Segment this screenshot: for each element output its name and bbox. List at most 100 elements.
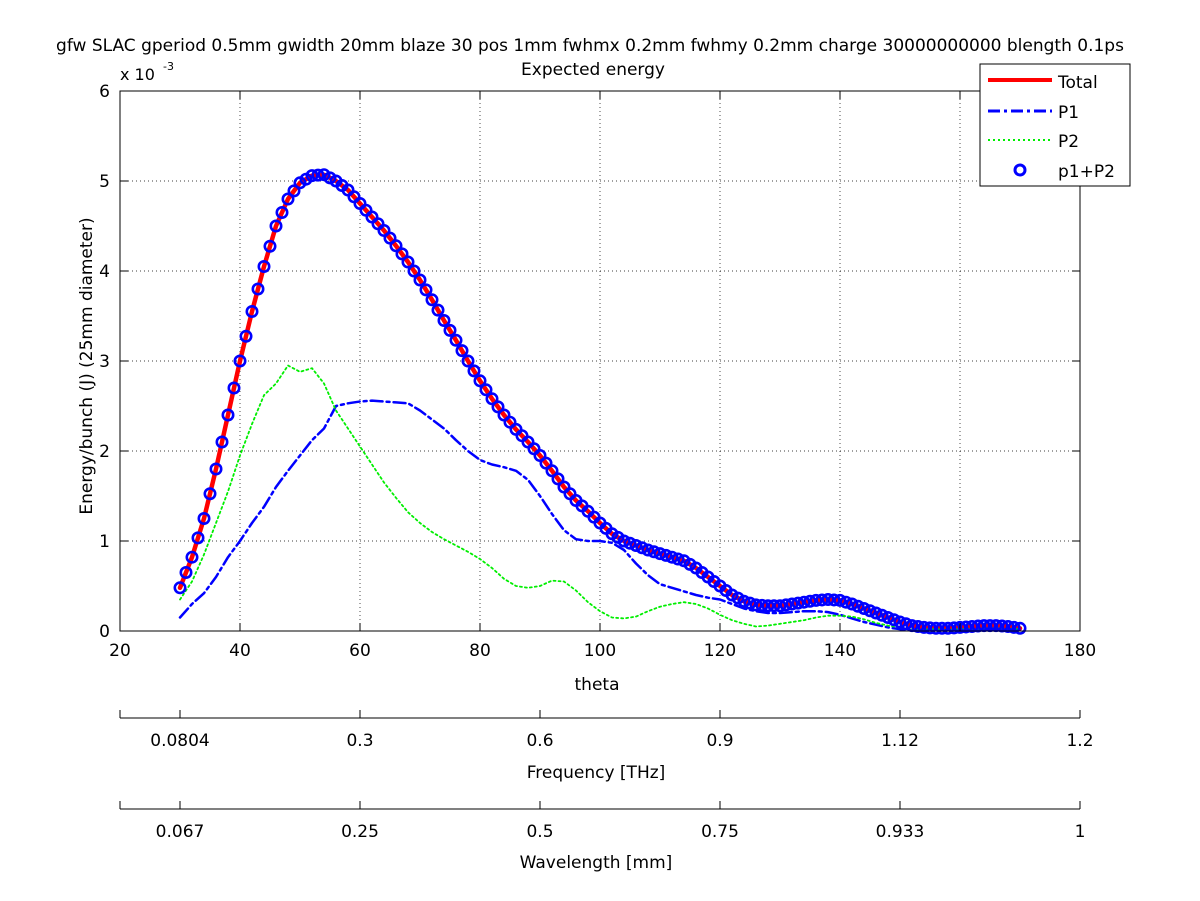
- sum-marker: [437, 313, 451, 327]
- sum-marker: [221, 408, 235, 422]
- sum-marker: [635, 541, 649, 555]
- x-ticks: 20 40 60 80 100 120 140 160 180: [109, 91, 1096, 661]
- sum-marker: [1013, 621, 1027, 635]
- sum-marker: [1007, 620, 1021, 634]
- sum-marker: [899, 617, 913, 631]
- y-exponent-base: x 10: [120, 65, 155, 84]
- sum-marker: [425, 293, 439, 307]
- legend-swatch-sum-marker: [1013, 163, 1027, 177]
- sum-marker: [761, 599, 775, 613]
- sum-marker: [911, 619, 925, 633]
- sum-marker: [239, 329, 253, 343]
- sum-marker: [263, 239, 277, 253]
- secondary-tick-label: 0.0804: [150, 731, 209, 751]
- secondary-axis-frequency: 0.0804 0.3 0.6 0.9 1.12 1.2: [119, 710, 1094, 751]
- legend-label-p2: P2: [1058, 132, 1079, 152]
- secondary-tick-label: 0.5: [526, 822, 553, 842]
- sum-marker: [665, 550, 679, 564]
- chart-title-line1: gfw SLAC gperiod 0.5mm gwidth 20mm blaze…: [56, 36, 1124, 56]
- grid: [120, 91, 1080, 631]
- sum-marker: [959, 620, 973, 634]
- y-axis-label: Energy/bunch (J) (25mm diameter): [77, 217, 97, 514]
- secondary-tick-label: 0.3: [346, 731, 373, 751]
- secondary-tick-label: 1.12: [881, 731, 919, 751]
- sum-marker: [209, 462, 223, 476]
- y-exponent-power: -3: [163, 60, 174, 73]
- sum-marker: [491, 400, 505, 414]
- legend-label-p1: P1: [1058, 103, 1079, 123]
- sum-marker: [305, 169, 319, 183]
- legend-label-sum: p1+P2: [1058, 162, 1115, 182]
- y-tick-label: 5: [99, 172, 110, 192]
- sum-marker: [917, 620, 931, 634]
- x-tick-label: 60: [349, 641, 371, 661]
- sum-marker: [947, 621, 961, 635]
- x-tick-label: 40: [229, 641, 251, 661]
- x-tick-label: 80: [469, 641, 491, 661]
- sum-marker: [473, 374, 487, 388]
- secondary-tick-label: 0.25: [341, 822, 379, 842]
- x-tick-label: 180: [1064, 641, 1096, 661]
- sum-marker: [203, 487, 217, 501]
- sum-marker: [779, 598, 793, 612]
- sum-marker: [311, 168, 325, 182]
- sum-marker: [173, 581, 187, 595]
- sum-marker: [815, 593, 829, 607]
- sum-marker: [797, 595, 811, 609]
- sum-marker: [965, 619, 979, 633]
- sum-marker: [845, 597, 859, 611]
- sum-marker: [755, 598, 769, 612]
- sum-marker: [287, 184, 301, 198]
- sum-marker: [179, 565, 193, 579]
- sum-marker: [647, 545, 661, 559]
- sum-marker: [839, 595, 853, 609]
- sum-marker: [227, 381, 241, 395]
- sum-marker: [953, 620, 967, 634]
- sum-marker: [851, 599, 865, 613]
- x-tick-label: 140: [824, 641, 856, 661]
- sum-marker: [401, 255, 415, 269]
- secondary-axis-wavelength: 0.067 0.25 0.5 0.75 0.933 1: [119, 801, 1086, 842]
- sum-marker: [869, 606, 883, 620]
- sum-marker: [893, 615, 907, 629]
- sum-marker: [935, 621, 949, 635]
- x-tick-label: 160: [944, 641, 976, 661]
- sum-marker: [269, 219, 283, 233]
- series-layer: [173, 168, 1027, 635]
- sum-marker: [737, 594, 751, 608]
- sum-marker: [791, 596, 805, 610]
- sum-marker: [419, 283, 433, 297]
- sum-marker: [185, 550, 199, 564]
- legend: Total P1 P2 p1+P2: [979, 63, 1131, 187]
- sum-marker: [659, 548, 673, 562]
- sum-marker: [467, 364, 481, 378]
- sum-marker: [833, 593, 847, 607]
- sum-marker: [641, 543, 655, 557]
- secondary-tick-label: 0.6: [526, 731, 553, 751]
- secondary-tick-label: 1: [1075, 822, 1086, 842]
- sum-marker: [413, 273, 427, 287]
- y-tick-label: 4: [99, 262, 110, 282]
- wavelength-axis-label: Wavelength [mm]: [520, 853, 673, 873]
- sum-marker: [479, 383, 493, 397]
- sum-marker: [821, 592, 835, 606]
- sum-marker: [251, 282, 265, 296]
- sum-marker: [449, 333, 463, 347]
- sum-marker: [545, 464, 559, 478]
- sum-marker: [875, 608, 889, 622]
- sum-marker: [923, 621, 937, 635]
- sum-marker: [671, 552, 685, 566]
- legend-label-total: Total: [1057, 73, 1098, 93]
- y-tick-label: 6: [99, 82, 110, 102]
- sum-marker: [857, 601, 871, 615]
- sum-marker: [929, 621, 943, 635]
- sum-marker: [1001, 619, 1015, 633]
- sum-marker: [275, 206, 289, 220]
- y-tick-label: 3: [99, 352, 110, 372]
- sum-marker: [623, 536, 637, 550]
- x-tick-label: 120: [704, 641, 736, 661]
- sum-marker: [863, 604, 877, 618]
- sum-marker: [827, 593, 841, 607]
- sum-marker: [617, 534, 631, 548]
